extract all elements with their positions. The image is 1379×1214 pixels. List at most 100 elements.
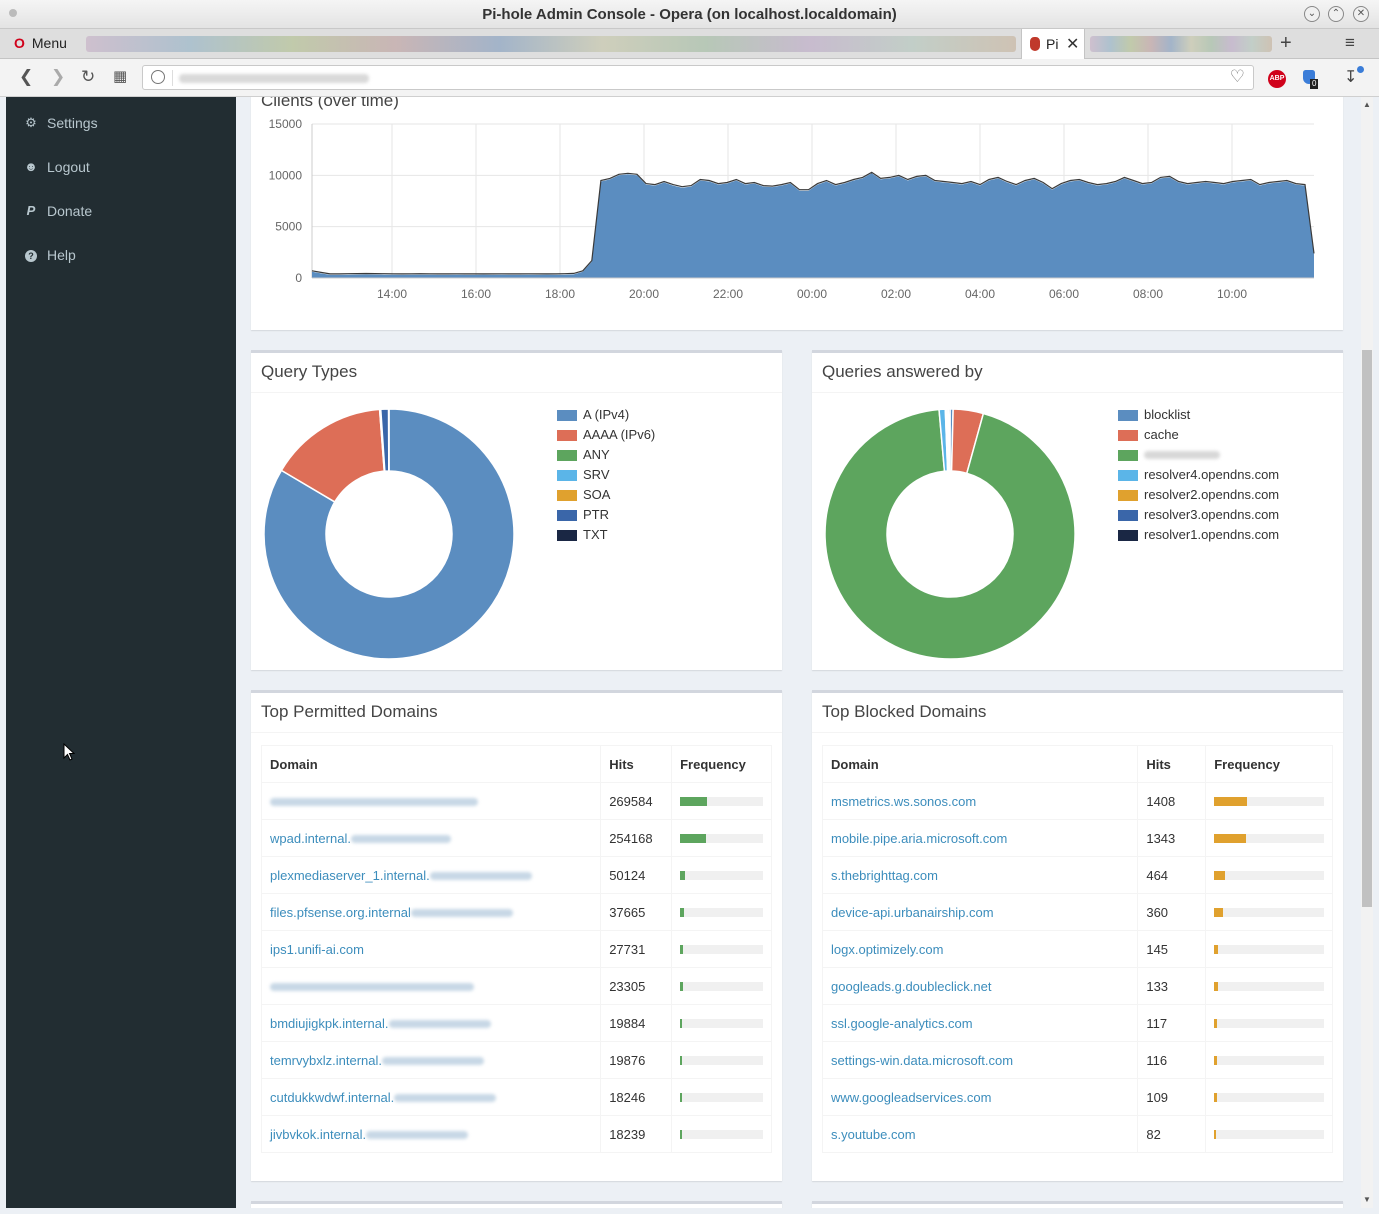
x-tick-label: 02:00 bbox=[881, 287, 911, 301]
legend-label: resolver2.opendns.com bbox=[1144, 487, 1280, 502]
domain-link[interactable]: device-api.urbanairship.com bbox=[831, 904, 994, 920]
domain-link[interactable]: cutdukkwdwf.internal. bbox=[270, 1090, 497, 1105]
domain-link[interactable]: msmetrics.ws.sonos.com bbox=[831, 793, 977, 809]
legend-label: AAAA (IPv6) bbox=[583, 427, 656, 442]
heart-icon[interactable]: ♡ bbox=[1229, 67, 1245, 86]
table-row: settings-win.data.microsoft.com 116 bbox=[821, 1041, 1333, 1079]
next-box-left bbox=[251, 1201, 782, 1208]
column-header-hits[interactable]: Hits bbox=[600, 745, 673, 783]
column-header-hits[interactable]: Hits bbox=[1137, 745, 1207, 783]
chevron-down-icon[interactable]: ⌄ bbox=[1304, 6, 1320, 22]
legend-swatch bbox=[557, 530, 577, 541]
domain-cell: googleads.g.doubleclick.net bbox=[821, 967, 1139, 1005]
domain-link[interactable]: googleads.g.doubleclick.net bbox=[831, 978, 992, 994]
tab-menu-icon[interactable]: ≡ bbox=[1345, 33, 1355, 52]
table-row: msmetrics.ws.sonos.com 1408 bbox=[821, 782, 1333, 820]
frequency-cell bbox=[1205, 1115, 1333, 1153]
frequency-bar-fill bbox=[1214, 833, 1247, 843]
frequency-cell bbox=[671, 967, 772, 1005]
frequency-bar-fill bbox=[680, 1018, 683, 1028]
url-field[interactable]: ♡ bbox=[142, 65, 1254, 90]
x-tick-label: 20:00 bbox=[629, 287, 659, 301]
frequency-bar bbox=[1214, 870, 1324, 880]
new-tab-button[interactable]: + bbox=[1280, 32, 1292, 54]
domain-link[interactable]: s.youtube.com bbox=[831, 1126, 916, 1142]
domain-link[interactable]: temrvybxlz.internal. bbox=[270, 1053, 484, 1068]
domain-cell: logx.optimizely.com bbox=[821, 930, 1139, 968]
frequency-bar-fill bbox=[680, 944, 683, 954]
legend-label bbox=[1144, 447, 1220, 462]
top-blocked-box: Top Blocked Domains Domain Hits Frequenc… bbox=[812, 690, 1343, 1181]
sidebar-item-donate[interactable]: P Donate bbox=[6, 190, 236, 234]
sidebar-item-settings[interactable]: ⚙ Settings bbox=[6, 102, 236, 146]
close-icon[interactable]: ✕ bbox=[1353, 6, 1369, 22]
page-scrollbar[interactable]: ▲ ▼ bbox=[1361, 97, 1373, 1208]
domain-link[interactable]: bmdiujigkpk.internal. bbox=[270, 1016, 491, 1031]
opera-menu-button[interactable]: O Menu bbox=[14, 35, 67, 51]
column-header-domain[interactable]: Domain bbox=[260, 745, 602, 783]
pie-slice[interactable] bbox=[263, 408, 515, 660]
table-row: wpad.internal. 254168 bbox=[260, 819, 772, 857]
legend-swatch bbox=[1118, 490, 1138, 501]
frequency-cell bbox=[671, 893, 772, 931]
column-header-frequency[interactable]: Frequency bbox=[1205, 745, 1333, 783]
domain-link[interactable]: www.googleadservices.com bbox=[831, 1089, 992, 1105]
domain-link[interactable] bbox=[270, 979, 474, 994]
tab-close-icon[interactable]: ✕ bbox=[1066, 36, 1080, 53]
column-header-domain[interactable]: Domain bbox=[821, 745, 1139, 783]
url-text bbox=[179, 74, 369, 83]
column-header-frequency[interactable]: Frequency bbox=[671, 745, 772, 783]
frequency-bar bbox=[680, 1092, 763, 1102]
scrollbar-thumb[interactable] bbox=[1362, 350, 1372, 907]
domain-link[interactable]: wpad.internal. bbox=[270, 831, 451, 846]
scroll-up-arrow[interactable]: ▲ bbox=[1363, 100, 1371, 109]
legend-swatch bbox=[557, 450, 577, 461]
extension-shield-icon[interactable]: 0 bbox=[1301, 70, 1319, 89]
tab-strip[interactable] bbox=[86, 36, 1016, 52]
domain-link[interactable]: jivbvkok.internal. bbox=[270, 1127, 469, 1142]
window-icon bbox=[9, 9, 17, 17]
reload-icon[interactable]: ↻ bbox=[81, 67, 96, 86]
pie-slice[interactable] bbox=[824, 408, 1076, 660]
frequency-bar-fill bbox=[1214, 1055, 1217, 1065]
forward-icon[interactable]: ❯ bbox=[51, 67, 66, 86]
domain-link[interactable]: s.thebrighttag.com bbox=[831, 867, 938, 883]
tab-grid-icon[interactable]: ▦ bbox=[113, 68, 128, 85]
frequency-bar-fill bbox=[680, 796, 708, 806]
query-types-box: Query Types A (IPv4) AAAA (IPv6) ANY SRV SOA… bbox=[251, 350, 782, 670]
domain-link[interactable]: plexmediaserver_1.internal. bbox=[270, 868, 532, 883]
domain-link[interactable]: ssl.google-analytics.com bbox=[831, 1015, 973, 1031]
domain-link[interactable]: files.pfsense.org.internal bbox=[270, 905, 513, 920]
frequency-bar-fill bbox=[1214, 1018, 1217, 1028]
next-box-right bbox=[812, 1201, 1343, 1208]
domain-link[interactable]: logx.optimizely.com bbox=[831, 941, 944, 957]
domain-link[interactable]: settings-win.data.microsoft.com bbox=[831, 1052, 1014, 1068]
domain-link[interactable] bbox=[270, 794, 478, 809]
sidebar-item-help[interactable]: ? Help bbox=[6, 234, 236, 278]
frequency-cell bbox=[1205, 967, 1333, 1005]
sidebar-item-logout[interactable]: ☻ Logout bbox=[6, 146, 236, 190]
tab-strip-right[interactable] bbox=[1090, 36, 1272, 52]
x-tick-label: 22:00 bbox=[713, 287, 743, 301]
domain-cell: www.googleadservices.com bbox=[821, 1078, 1139, 1116]
question-circle-icon: ? bbox=[24, 247, 38, 262]
page-content: ⚙ Settings ☻ Logout P Donate ? Help Clie… bbox=[6, 97, 1373, 1208]
adblock-icon[interactable]: ABP bbox=[1268, 70, 1286, 88]
legend-swatch bbox=[557, 470, 577, 481]
chevron-up-icon[interactable]: ⌃ bbox=[1328, 6, 1344, 22]
domain-link[interactable]: ips1.unifi-ai.com bbox=[270, 941, 364, 957]
pie-slice[interactable] bbox=[947, 408, 951, 472]
table-row: s.thebrighttag.com 464 bbox=[821, 856, 1333, 894]
domain-link[interactable]: mobile.pipe.aria.microsoft.com bbox=[831, 830, 1008, 846]
tab-pihole[interactable]: Pi ✕ bbox=[1021, 29, 1085, 60]
scroll-down-arrow[interactable]: ▼ bbox=[1363, 1195, 1371, 1204]
hits-cell: 37665 bbox=[600, 893, 673, 931]
table-row: ips1.unifi-ai.com 27731 bbox=[260, 930, 772, 968]
frequency-bar-fill bbox=[1214, 1129, 1217, 1139]
clients-chart-title: Clients (over time) bbox=[261, 97, 399, 110]
legend-swatch bbox=[557, 410, 577, 421]
back-icon[interactable]: ❮ bbox=[19, 67, 34, 86]
hits-cell: 117 bbox=[1137, 1004, 1207, 1042]
download-icon[interactable]: ↧ bbox=[1344, 69, 1358, 86]
table-row: bmdiujigkpk.internal. 19884 bbox=[260, 1004, 772, 1042]
